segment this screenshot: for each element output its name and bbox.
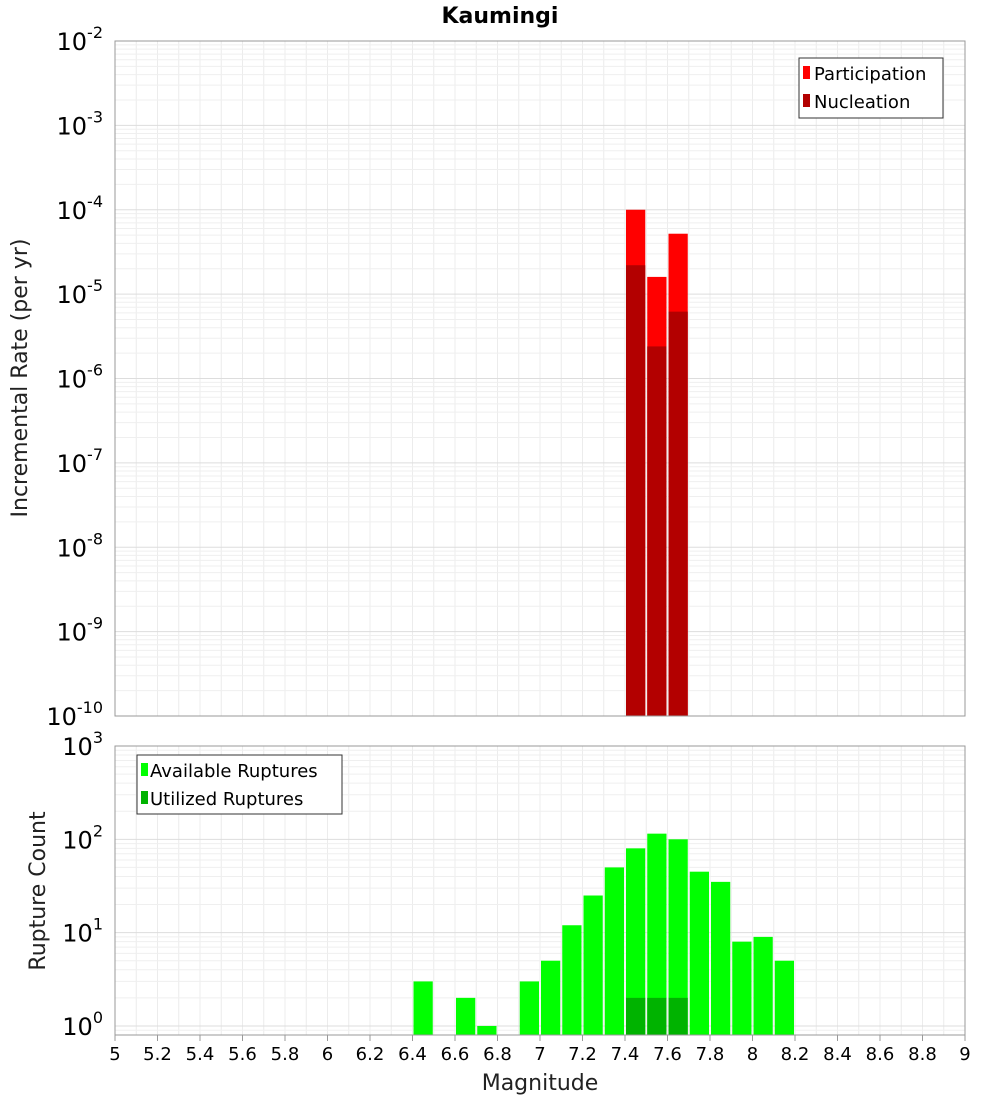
x-tick-label: 7.8 [696, 1044, 725, 1065]
y-tick-label: 10-7 [57, 445, 104, 478]
bottom-y-ticks: 103 102 101 100 [62, 728, 103, 1041]
x-tick-label: 5.6 [228, 1044, 257, 1065]
top-plot-frame [114, 40, 966, 717]
x-tick-label: 6 [322, 1044, 333, 1065]
bar-available-ruptures [604, 867, 624, 1035]
legend-label-available: Available Ruptures [150, 761, 318, 782]
bar-available-ruptures [541, 960, 561, 1035]
bar-utilized-ruptures [626, 997, 646, 1035]
bar-nucleation [626, 265, 646, 716]
bar-available-ruptures [456, 997, 476, 1035]
legend-swatch-participation [803, 66, 810, 79]
bar-nucleation [668, 311, 688, 716]
chart-title: Kaumingi [442, 4, 559, 29]
bar-available-ruptures [647, 833, 667, 1035]
x-tick-label: 6.4 [398, 1044, 427, 1065]
top-gridlines [114, 40, 966, 717]
bar-available-ruptures [711, 881, 731, 1035]
bar-utilized-ruptures [647, 997, 667, 1035]
bottom-y-axis-label: Rupture Count [26, 811, 51, 971]
y-tick-label: 10-9 [57, 614, 104, 647]
y-tick-label: 102 [62, 821, 103, 854]
x-tick-label: 6.2 [356, 1044, 385, 1065]
bar-available-ruptures [477, 1025, 497, 1035]
x-tick-label: 8.2 [781, 1044, 810, 1065]
x-tick-label: 8 [747, 1044, 758, 1065]
bar-available-ruptures [668, 839, 688, 1035]
legend-label-participation: Participation [814, 64, 926, 85]
bar-available-ruptures [519, 981, 539, 1035]
x-tick-label: 5.2 [143, 1044, 172, 1065]
x-tick-label: 5 [109, 1044, 120, 1065]
legend-swatch-utilized [141, 791, 148, 804]
bottom-x-ticks: 5 5.2 5.4 5.6 5.8 6 6.2 6.4 6.6 6.8 7 7.2 7.4 7.6 7.8 8… [109, 1035, 971, 1065]
y-tick-label: 10-3 [57, 107, 104, 140]
y-tick-label: 10-10 [46, 698, 103, 731]
x-tick-label: 8.8 [908, 1044, 937, 1065]
bar-available-ruptures [583, 895, 603, 1035]
x-tick-label: 6.6 [441, 1044, 470, 1065]
x-tick-label: 7.6 [653, 1044, 682, 1065]
legend-label-utilized: Utilized Ruptures [150, 789, 303, 810]
x-tick-label: 5.4 [186, 1044, 215, 1065]
x-tick-label: 8.4 [823, 1044, 852, 1065]
top-y-ticks: 10-2 10-3 10-4 10-5 10-6 10-7 10-8 10-9 10-10 [46, 23, 103, 731]
x-axis-label: Magnitude [482, 1071, 599, 1096]
bottom-gridlines [114, 745, 966, 1036]
bar-nucleation [647, 346, 667, 716]
bottom-bars [413, 833, 794, 1035]
y-tick-label: 10-2 [57, 23, 104, 56]
y-tick-label: 10-8 [57, 529, 104, 562]
x-tick-label: 5.8 [271, 1044, 300, 1065]
bar-utilized-ruptures [668, 997, 688, 1035]
legend-swatch-available [141, 763, 148, 776]
top-bars [626, 209, 688, 716]
bar-available-ruptures [413, 981, 433, 1035]
bar-available-ruptures [753, 936, 773, 1035]
bar-available-ruptures [774, 960, 794, 1035]
bar-available-ruptures [689, 871, 709, 1035]
legend-swatch-nucleation [803, 94, 810, 107]
legend-label-nucleation: Nucleation [814, 92, 910, 113]
y-tick-label: 10-5 [57, 276, 104, 309]
top-legend: Participation Nucleation [798, 57, 944, 119]
y-tick-label: 10-4 [57, 192, 104, 225]
x-tick-label: 7.4 [611, 1044, 640, 1065]
x-tick-label: 9 [959, 1044, 970, 1065]
bar-available-ruptures [732, 941, 752, 1035]
top-y-axis-label: Incremental Rate (per yr) [8, 239, 33, 518]
bottom-legend: Available Ruptures Utilized Ruptures [136, 754, 343, 815]
y-tick-label: 100 [62, 1008, 103, 1041]
x-tick-label: 6.8 [483, 1044, 512, 1065]
x-tick-label: 7.2 [568, 1044, 597, 1065]
x-tick-label: 7 [534, 1044, 545, 1065]
y-tick-label: 101 [62, 915, 103, 948]
y-tick-label: 103 [62, 728, 103, 761]
bar-available-ruptures [562, 925, 582, 1035]
x-tick-label: 8.6 [866, 1044, 895, 1065]
y-tick-label: 10-6 [57, 361, 104, 394]
bar-available-ruptures [626, 848, 646, 1035]
